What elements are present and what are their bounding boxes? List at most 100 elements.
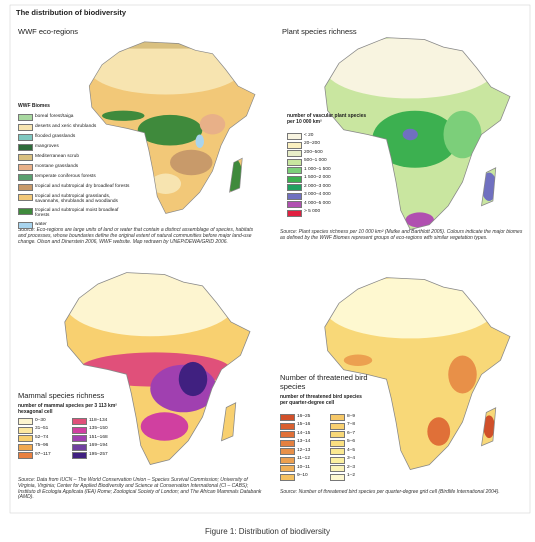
legend-label: 118–134 [89, 417, 108, 423]
legend-swatch [287, 201, 302, 208]
panel-title: Number of threatened bird species [280, 373, 368, 391]
legend-swatch [18, 208, 33, 215]
legend-swatch [280, 448, 295, 455]
legend-label: 500–1 000 [304, 158, 327, 163]
legend-label: 1 500–2 000 [304, 175, 331, 180]
legend-label: mangroves [35, 143, 59, 149]
legend-swatch [18, 174, 33, 181]
legend-label: temperate coniferous forests [35, 173, 96, 179]
legend-label: 4–5 [347, 447, 356, 453]
legend-swatch [18, 124, 33, 131]
legend-swatch [330, 422, 345, 430]
legend-label: tropical and subtropical moist broadleaf… [35, 207, 119, 218]
legend-label: 0–30 [35, 417, 46, 423]
legend-title: number of threatened bird species per qu… [280, 394, 362, 406]
legend-label: 1 000–1 500 [304, 166, 331, 172]
legend-label: Mediterranean scrub [35, 153, 79, 159]
legend-swatch [72, 435, 87, 442]
legend-label: 8–9 [347, 413, 356, 419]
legend-label: 7–8 [347, 422, 356, 427]
legend-label: 3 000–4 000 [304, 192, 331, 197]
legend-label: 1–2 [347, 473, 356, 478]
legend-swatch [280, 422, 295, 430]
legend-swatch [18, 114, 33, 121]
panel-title: WWF eco-regions [18, 27, 79, 36]
legend-label: 52–74 [35, 434, 49, 440]
source-note: Source: Plant species richness per 10 00… [280, 229, 523, 241]
legend-label: tropical and subtropical dry broadleaf f… [35, 183, 130, 189]
legend-swatch [18, 184, 33, 191]
legend-swatch [287, 184, 302, 191]
legend-label: > 5 000 [304, 209, 321, 214]
legend-swatch [18, 222, 33, 229]
legend-label: boreal forest/taiga [35, 113, 74, 119]
legend-label: flooded grasslands [35, 133, 76, 139]
legend-label: 9–10 [297, 473, 308, 478]
legend-swatch [330, 431, 345, 438]
legend-swatch [287, 150, 302, 157]
legend-label: 5–6 [347, 439, 356, 444]
legend-swatch [280, 414, 295, 421]
legend-label: 135–150 [89, 426, 108, 431]
legend-swatch [72, 443, 87, 451]
legend-label: 3–4 [347, 456, 356, 461]
legend-label: 195–257 [89, 451, 108, 457]
legend-label: deserts and xeric shrublands [35, 123, 97, 129]
legend-swatch [18, 426, 33, 434]
legend-label: water [35, 221, 47, 227]
legend-swatch [280, 456, 295, 464]
panel-title: Plant species richness [282, 27, 357, 36]
legend-swatch [287, 192, 302, 200]
legend-label: tropical and subtropical grasslands, sav… [35, 193, 118, 204]
source-note: Source: Eco-regions are large units of l… [18, 227, 254, 245]
legend-swatch [287, 167, 302, 174]
legend-title: number of mammal species per 3 113 km² h… [18, 403, 117, 415]
legend-swatch [287, 158, 302, 166]
legend-label: 14–15 [297, 430, 311, 436]
legend-label: 200–500 [304, 149, 323, 155]
legend-swatch [280, 431, 295, 438]
legend-label: 20–200 [304, 141, 321, 146]
legend-swatch [330, 439, 345, 447]
legend-swatch [18, 443, 33, 451]
legend-swatch [280, 473, 295, 481]
legend-swatch [287, 209, 302, 217]
caption: Figure 1: Distribution of biodiversity [205, 527, 330, 536]
source-note: Source: Data from IUCN – The World Conse… [18, 477, 262, 501]
legend-label: 75–96 [35, 443, 49, 448]
legend-swatch [72, 426, 87, 434]
legend-swatch [72, 452, 87, 459]
legend-swatch [287, 141, 302, 149]
source-note: Source: Number of threatened bird specie… [280, 489, 500, 495]
legend-label: 6–7 [347, 430, 356, 436]
legend-swatch [18, 418, 33, 425]
legend-swatch [18, 134, 33, 141]
legend-label: montane grasslands [35, 163, 79, 169]
legend-label: 31–51 [35, 426, 49, 431]
legend-swatch [18, 164, 33, 171]
legend-title: WWF Biomes [18, 103, 50, 109]
legend-swatch [280, 465, 295, 472]
legend-label: < 20 [304, 132, 314, 138]
legend-label: 169–194 [89, 443, 108, 448]
figure-title: The distribution of biodiversity [16, 8, 127, 17]
legend-swatch [18, 144, 33, 151]
legend-label: 16–25 [297, 413, 311, 419]
legend-label: 2–3 [347, 464, 356, 470]
legend-label: 97–117 [35, 451, 51, 457]
legend-swatch [287, 175, 302, 183]
legend-swatch [330, 456, 345, 464]
legend-swatch [287, 133, 302, 140]
legend-swatch [330, 448, 345, 455]
legend-swatch [18, 452, 33, 459]
legend-label: 4 000–5 000 [304, 200, 331, 206]
legend-label: 151–168 [89, 434, 108, 440]
legend-title: number of vascular plant species per 10 … [287, 113, 367, 125]
legend-swatch [18, 194, 33, 201]
legend-label: 13–14 [297, 439, 311, 444]
legend-label: 2 000–3 000 [304, 183, 331, 189]
legend-swatch [280, 439, 295, 447]
panel-title: Mammal species richness [18, 391, 105, 400]
